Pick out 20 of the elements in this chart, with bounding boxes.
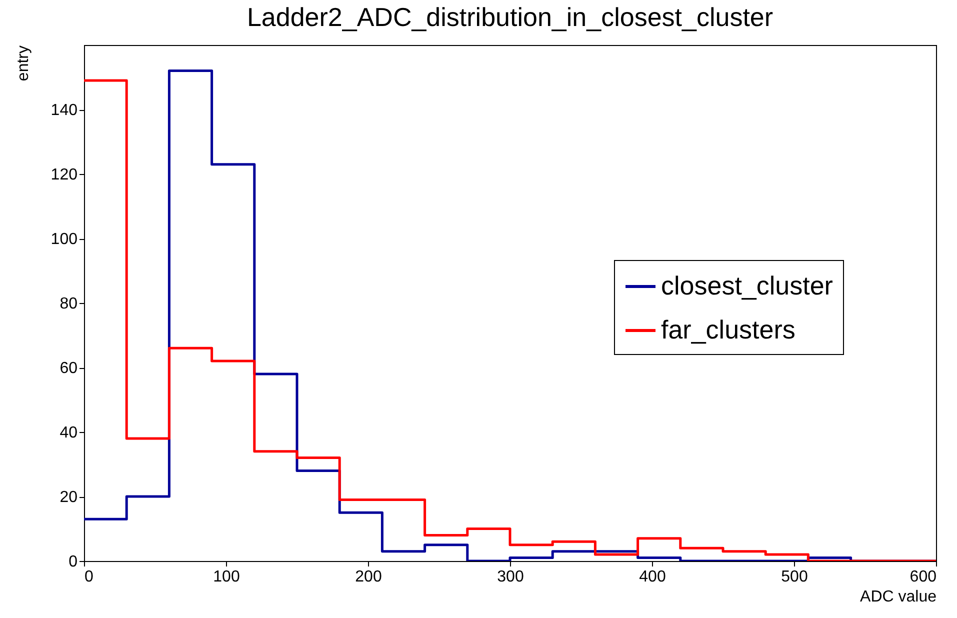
x-tick-label: 300 [497,568,524,586]
legend-label: closest_cluster [661,270,834,300]
y-tick-label: 80 [60,296,78,312]
x-axis-title: ADC value [860,588,937,606]
x-tick-label: 600 [910,568,937,586]
x-tick-label: 100 [213,568,240,586]
y-tick-label: 100 [50,231,78,248]
y-tick-label: 120 [50,166,78,184]
y-tick-label: 40 [60,424,78,442]
x-tick-label: 0 [84,568,94,586]
x-tick-label: 400 [639,568,666,586]
x-tick-label: 500 [781,568,808,586]
y-tick-label: 20 [60,489,78,506]
legend-label: far_clusters [661,314,796,344]
chart-title: Ladder2_ADC_distribution_in_closest_cluster [246,2,774,32]
y-tick-label: 0 [68,554,78,570]
y-axis-title: entry [14,46,32,82]
x-tick-label: 200 [355,568,382,586]
y-tick-label: 140 [50,102,78,119]
y-tick-label: 60 [60,360,78,377]
